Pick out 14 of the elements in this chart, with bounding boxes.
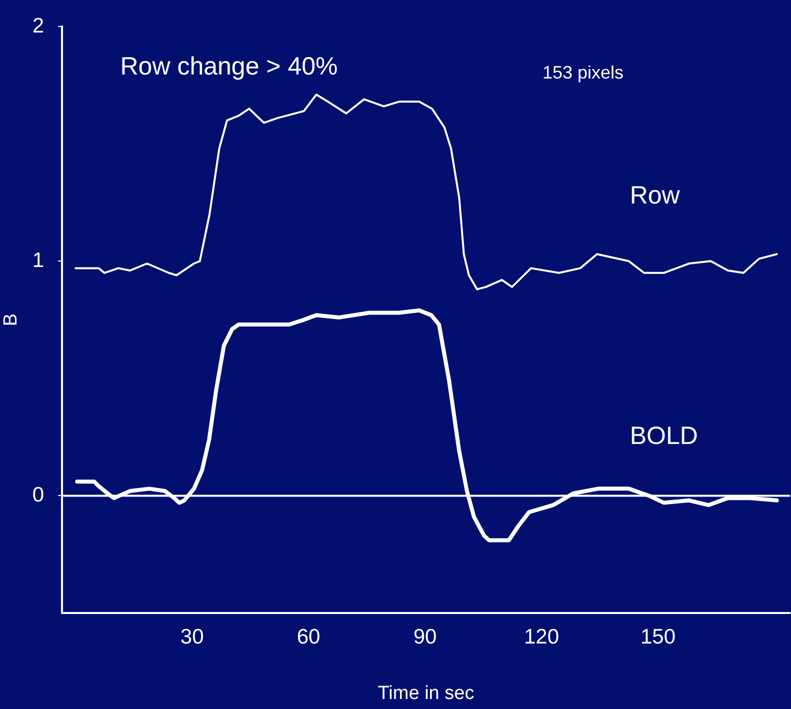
- x-tick-label: 60: [296, 625, 320, 648]
- y-tick-label: 2: [32, 14, 44, 38]
- series-label: BOLD: [630, 422, 698, 450]
- x-tick-label: 30: [180, 625, 204, 648]
- text: Row: [630, 182, 681, 210]
- annotation: 153 pixels: [542, 62, 624, 82]
- x-tick-label: 90: [413, 625, 437, 648]
- y-tick-label: 1: [32, 248, 44, 272]
- y-tick-label: 0: [32, 484, 44, 507]
- x-tick-label: 150: [640, 625, 676, 648]
- y-axis-title: B: [0, 313, 22, 326]
- annotation: Row change > 40%: [120, 52, 338, 81]
- x-tick-label: 120: [524, 625, 560, 648]
- x-axis-title: Time in sec: [378, 682, 474, 704]
